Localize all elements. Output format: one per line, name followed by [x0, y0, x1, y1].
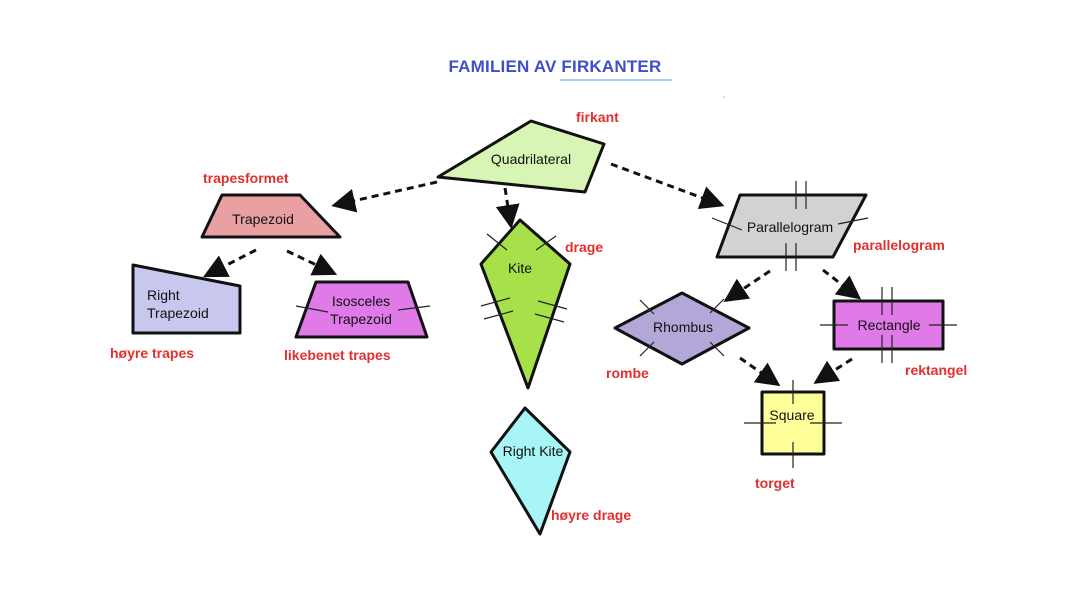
rhombus-node: Rhombus rombe	[606, 291, 751, 381]
arrow-quadrilateral-to-parallelogram	[610, 162, 725, 210]
kite-shape	[479, 218, 572, 390]
isosceles-trapezoid-label-line2: Trapezoid	[330, 311, 392, 327]
trapezoid-norwegian-label: trapesformet	[203, 170, 289, 186]
arrow-quadrilateral-to-trapezoid	[331, 180, 438, 213]
kite-lower-right-tick-2	[534, 313, 565, 323]
quadrilateral-norwegian-label: firkant	[576, 109, 619, 125]
right-kite-node: Right Kite høyre drage	[489, 406, 631, 536]
rectangle-label: Rectangle	[857, 317, 920, 333]
relation-arrows	[202, 162, 862, 387]
rhombus-norwegian-label: rombe	[606, 365, 649, 381]
right-trapezoid-label-line1: Right	[147, 287, 180, 303]
rhombus-tick-bottom-right	[709, 341, 725, 357]
square-node: Square torget	[744, 380, 842, 491]
trapezoid-label: Trapezoid	[232, 211, 294, 227]
kite-norwegian-label: drage	[565, 239, 603, 255]
kite-node: Kite drage	[479, 218, 603, 390]
arrow-rhombus-to-square	[739, 356, 781, 387]
isosceles-left-leg-tick	[295, 305, 329, 313]
parallelogram-left-tick	[711, 217, 743, 231]
right-trapezoid-shape	[131, 263, 242, 335]
rhombus-shape	[613, 291, 751, 366]
isosceles-trapezoid-node: Isosceles Trapezoid likebenet trapes	[284, 280, 431, 363]
diagram-title: FAMILIEN AV FIRKANTER	[449, 57, 662, 76]
quadrilateral-node: Quadrilateral firkant	[436, 109, 619, 194]
quadrilateral-label: Quadrilateral	[491, 151, 571, 167]
stray-dot	[723, 96, 725, 98]
arrow-parallelogram-to-rectangle	[822, 268, 862, 300]
parallelogram-shape	[715, 193, 868, 259]
trapezoid-node: Trapezoid trapesformet	[200, 170, 342, 239]
rhombus-tick-top-right	[709, 298, 725, 314]
isosceles-right-leg-tick	[397, 305, 431, 311]
kite-lower-right-tick-1	[537, 300, 568, 310]
square-norwegian-label: torget	[755, 475, 795, 491]
rhombus-label: Rhombus	[653, 319, 713, 335]
arrow-quadrilateral-to-kite	[495, 187, 520, 229]
parallelogram-node: Parallelogram parallelogram	[711, 181, 945, 271]
right-trapezoid-norwegian-label: høyre trapes	[110, 345, 194, 361]
kite-upper-left-tick	[486, 233, 508, 251]
isosceles-trapezoid-shape	[294, 280, 429, 339]
rhombus-tick-bottom-left	[639, 341, 655, 357]
right-trapezoid-label-line2: Trapezoid	[147, 305, 209, 321]
isosceles-trapezoid-label-line1: Isosceles	[332, 293, 390, 309]
kite-upper-right-tick	[535, 235, 557, 251]
kite-lower-left-tick-2	[483, 310, 514, 320]
rectangle-node: Rectangle rektangel	[820, 287, 967, 378]
parallelogram-norwegian-label: parallelogram	[853, 237, 945, 253]
arrow-trapezoid-to-isosceles-trapezoid	[286, 249, 338, 276]
parallelogram-right-tick	[837, 217, 869, 225]
right-kite-label: Right Kite	[503, 443, 564, 459]
parallelogram-label: Parallelogram	[747, 219, 833, 235]
right-kite-shape	[489, 406, 572, 536]
rhombus-tick-top-left	[639, 299, 655, 315]
isosceles-trapezoid-norwegian-label: likebenet trapes	[284, 347, 391, 363]
quadrilateral-shape	[436, 119, 606, 194]
right-kite-norwegian-label: høyre drage	[551, 507, 631, 523]
square-label: Square	[769, 407, 814, 423]
arrow-trapezoid-to-right-trapezoid	[202, 248, 257, 278]
kite-lower-left-tick-1	[480, 297, 511, 307]
rectangle-norwegian-label: rektangel	[905, 362, 967, 378]
kite-label: Kite	[508, 260, 532, 276]
arrow-parallelogram-to-rhombus	[723, 269, 771, 302]
right-trapezoid-node: Right Trapezoid høyre trapes	[110, 263, 242, 361]
trapezoid-shape	[200, 193, 342, 239]
arrow-rectangle-to-square	[813, 357, 853, 384]
